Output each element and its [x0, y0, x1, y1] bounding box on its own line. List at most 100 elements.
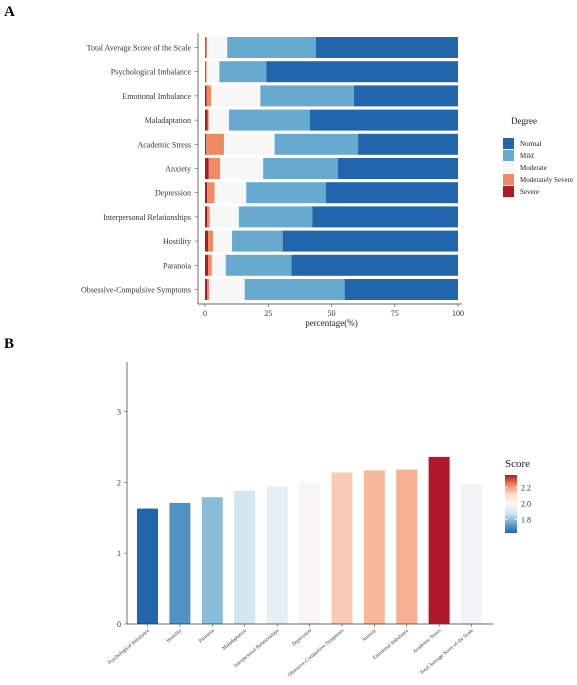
bar-psychological-imbalance: [137, 508, 158, 624]
bar-segment-obsessive-compulsive-symptoms-severe: [205, 279, 208, 300]
x-tick-label: Obsessive-Compulsive Symptoms: [287, 628, 346, 678]
bar-segment-interpersonal-relationships-normal: [312, 206, 458, 228]
legend-label-severe: Severe: [520, 188, 539, 196]
bar-segment-interpersonal-relationships-moderate: [209, 206, 239, 228]
x-tick-label: 50: [328, 309, 336, 318]
bar-segment-maladaptation-severe: [205, 109, 208, 131]
bar-interpersonal-relationships: [266, 486, 288, 624]
y-tick-label: Emotional Imbalance: [122, 92, 191, 101]
y-tick-label: 3: [117, 408, 121, 417]
bar-segment-total-average-score-of-the-scale-normal: [315, 37, 458, 58]
panel-b-x-tick-labels: Psychological Imbalance Hostility Paranoia…: [107, 624, 475, 678]
panel-a-bars: [205, 37, 458, 300]
x-tick-label: Emotional Imbalance: [372, 627, 410, 661]
legend-label-moderately-severe: Moderately Severe: [520, 176, 573, 184]
colorbar-tick-label: 2.0: [521, 500, 531, 509]
bar-segment-anxiety-normal: [337, 158, 458, 179]
x-tick-label: Maladaptation: [221, 628, 248, 652]
x-tick-label: Paranoia: [198, 627, 216, 644]
bar-segment-interpersonal-relationships-mild: [238, 206, 313, 228]
x-tick-label: Total Average Score of the Scale: [418, 627, 475, 676]
bar-segment-depression-mild: [246, 182, 326, 204]
bar-segment-maladaptation-normal: [309, 109, 458, 131]
colorbar-tick-label: 1.8: [521, 515, 531, 524]
panel-a-y-tick-labels: Total Average Score of the Scale Psycholo…: [81, 44, 198, 295]
panel-label-a: A: [4, 4, 15, 20]
bar-segment-academic-stress-normal: [358, 133, 458, 155]
bar-segment-psychological-imbalance-severe: [205, 61, 206, 83]
bar-segment-total-average-score-of-the-scale-severe: [205, 37, 206, 58]
bar-segment-depression-moderate: [214, 182, 247, 204]
bar-academic-stress: [428, 456, 450, 624]
bar-segment-psychological-imbalance-mild: [219, 61, 267, 83]
y-tick-label: Interpersonal Relationships: [103, 213, 191, 222]
bar-segment-interpersonal-relationships-moderately-severe: [207, 206, 210, 228]
bar-emotional-imbalance: [396, 469, 418, 624]
bar-segment-depression-moderately-severe: [207, 182, 215, 204]
bar-segment-emotional-imbalance-moderately-severe: [206, 85, 212, 107]
panel-b-bars: [137, 456, 482, 624]
panel-a-legend: Degree Normal Mild Moderate Moderately Seve…: [503, 116, 573, 197]
legend-swatch-moderately-severe: [503, 174, 514, 185]
y-tick-label: Depression: [155, 189, 191, 198]
colorbar-tick-label: 2.2: [521, 484, 531, 493]
bar-segment-paranoia-moderately-severe: [208, 254, 212, 276]
panel-a-x-axis-title: percentage(%): [305, 318, 357, 328]
bar-segment-academic-stress-mild: [274, 133, 359, 155]
bar-segment-hostility-moderately-severe: [208, 230, 214, 252]
y-tick-label: Obsessive-Compulsive Symptoms: [81, 286, 191, 295]
bar-hostility: [169, 502, 191, 624]
panel-a-stacked-bar-chart: Total Average Score of the Scale Psycholo…: [81, 33, 573, 328]
bar-segment-obsessive-compulsive-symptoms-moderately-severe: [207, 279, 210, 300]
bar-segment-psychological-imbalance-normal: [266, 61, 458, 83]
x-tick-label: Psychological Imbalance: [107, 627, 151, 665]
legend-swatch-normal: [503, 138, 514, 149]
bar-segment-hostility-normal: [282, 230, 458, 252]
legend-swatch-moderate: [503, 162, 514, 173]
bar-segment-anxiety-severe: [205, 158, 209, 179]
bar-segment-maladaptation-moderately-severe: [207, 109, 209, 131]
y-tick-label: Academic Stress: [137, 140, 191, 149]
bar-segment-hostility-mild: [232, 230, 283, 252]
panel-b-bar-chart: 0 1 2 3 Psychological Imbalance Hostility Par…: [107, 362, 531, 678]
y-tick-label: 0: [117, 620, 121, 629]
bar-segment-academic-stress-moderate: [223, 133, 275, 155]
legend-title: Degree: [511, 116, 537, 126]
bar-segment-hostility-severe: [205, 230, 209, 252]
bar-obsessive-compulsive-symptoms: [331, 472, 353, 624]
bar-segment-anxiety-moderate: [220, 158, 264, 179]
y-tick-label: Anxiety: [165, 165, 191, 174]
bar-segment-obsessive-compulsive-symptoms-moderate: [209, 279, 245, 300]
x-tick-label: Depression: [291, 628, 313, 648]
y-tick-label: Paranoia: [163, 261, 191, 270]
bar-segment-emotional-imbalance-mild: [260, 85, 355, 107]
x-tick-label: 100: [452, 309, 464, 318]
legend-swatch-mild: [503, 150, 514, 161]
bar-segment-paranoia-moderate: [211, 254, 226, 276]
colorbar-gradient: [505, 475, 517, 533]
legend-swatch-severe: [503, 186, 514, 197]
y-tick-label: 2: [117, 478, 121, 487]
bar-total-average-score-of-the-scale: [461, 483, 482, 624]
bar-segment-anxiety-moderately-severe: [208, 158, 221, 179]
x-tick-label: 75: [391, 309, 399, 318]
bar-segment-hostility-moderate: [213, 230, 233, 252]
legend-label-mild: Mild: [520, 152, 534, 160]
x-tick-label: 25: [264, 309, 272, 318]
panel-b-y-tick-labels: 0 1 2 3: [117, 408, 127, 629]
bar-depression: [299, 482, 320, 624]
bar-segment-psychological-imbalance-moderate: [206, 61, 220, 83]
bar-segment-total-average-score-of-the-scale-moderately-severe: [205, 37, 208, 58]
bar-paranoia: [201, 497, 223, 624]
bar-segment-psychological-imbalance-moderately-severe: [205, 61, 207, 83]
bar-maladaptation: [234, 490, 256, 624]
y-tick-label: Maladaptation: [145, 116, 191, 125]
panel-label-b: B: [4, 336, 14, 352]
bar-segment-obsessive-compulsive-symptoms-mild: [244, 279, 345, 300]
bar-segment-total-average-score-of-the-scale-mild: [227, 37, 316, 58]
bar-anxiety: [363, 470, 385, 624]
bar-segment-depression-normal: [325, 182, 458, 204]
score-colorbar: Score 1.8 2.0 2.2: [505, 458, 531, 533]
panel-a-x-tick-labels: 0 25 50 75 100: [203, 304, 464, 318]
